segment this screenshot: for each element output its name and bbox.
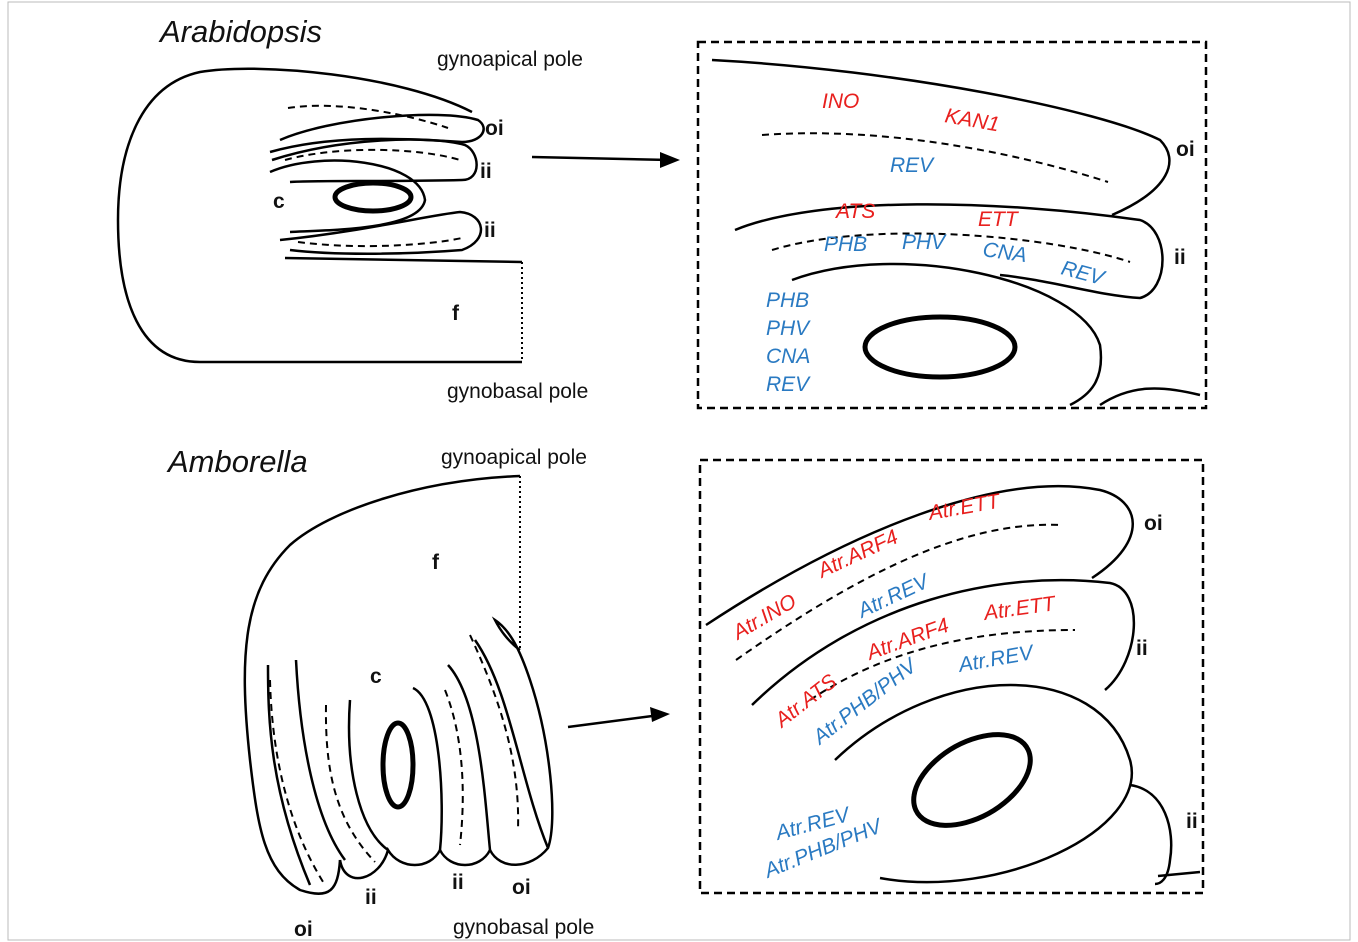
arabidopsis-ovule — [116, 67, 680, 364]
amborella-detail — [705, 484, 1201, 886]
species: Amborella — [166, 444, 308, 479]
label: oi — [1144, 512, 1163, 535]
gene: REV — [766, 373, 811, 396]
gene: ETT — [978, 208, 1020, 231]
gene: PHB — [824, 233, 867, 256]
label: c — [370, 665, 382, 688]
gene: Atr.ETT — [981, 592, 1059, 625]
frame — [7, 1, 1351, 941]
label: f — [432, 551, 440, 574]
gene: Atr.REV — [955, 641, 1037, 677]
gene: PHV — [902, 231, 947, 254]
gene: ATS — [834, 200, 875, 223]
label: oi — [485, 117, 504, 140]
arabidopsis-detail — [711, 58, 1201, 407]
gene: PHV — [766, 317, 811, 340]
gene: Atr.INO — [727, 590, 800, 646]
pole: gynoapical pole — [441, 446, 587, 469]
gene: PHB — [766, 289, 809, 312]
gene: KAN1 — [943, 104, 1001, 136]
species: Arabidopsis — [158, 14, 322, 49]
amborella-ovule — [243, 474, 670, 895]
label: ii — [1174, 246, 1186, 269]
gene: CNA — [981, 238, 1028, 267]
label: oi — [1176, 138, 1195, 161]
gene: INO — [822, 90, 859, 113]
label: ii — [480, 160, 492, 183]
pole: gynoapical pole — [437, 48, 583, 71]
label: ii — [484, 219, 496, 242]
label: f — [452, 302, 460, 325]
pole: gynobasal pole — [447, 380, 588, 403]
gene: Atr.ETT — [925, 489, 1004, 525]
gene: Atr.REV — [853, 569, 934, 623]
label: oi — [512, 876, 531, 899]
label: oi — [294, 918, 313, 941]
label: ii — [1136, 637, 1148, 660]
detail-box — [696, 40, 1208, 410]
detail-box — [698, 458, 1205, 895]
label: ii — [452, 871, 464, 894]
label: ii — [1186, 810, 1198, 833]
pole: gynobasal pole — [453, 916, 594, 939]
gene: REV — [890, 154, 935, 177]
gene: CNA — [766, 345, 810, 368]
label: ii — [365, 886, 377, 909]
label: c — [273, 190, 285, 213]
